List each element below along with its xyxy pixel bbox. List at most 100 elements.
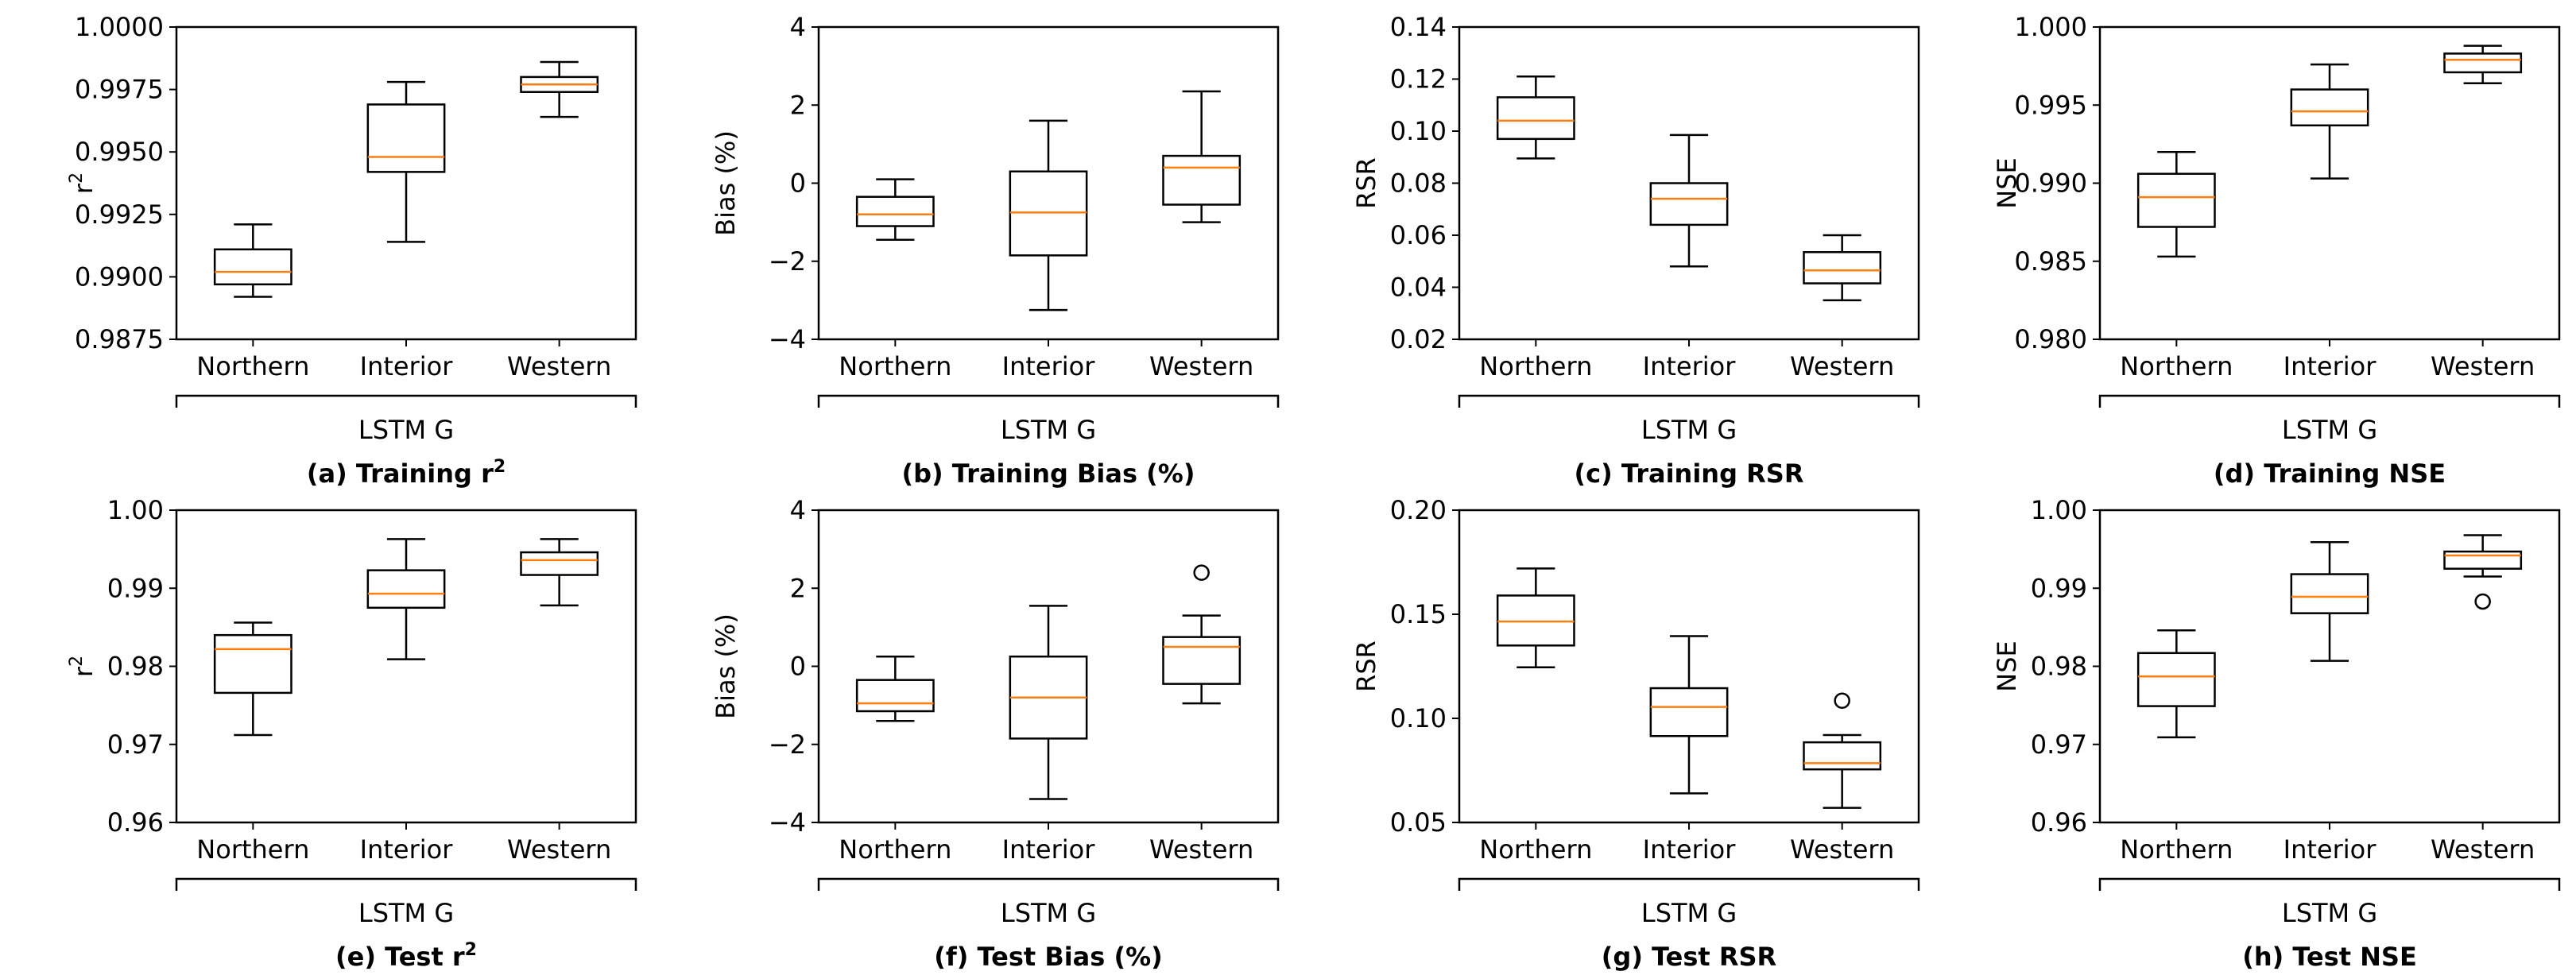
y-tick-label: 0.9950 — [75, 137, 164, 167]
y-tick-label: 1.000 — [2014, 12, 2087, 42]
iqr-box — [2136, 652, 2216, 707]
iqr-box — [855, 679, 935, 713]
axes-frame — [1458, 509, 1920, 824]
box-western — [1162, 564, 1242, 705]
iqr-box — [1803, 251, 1882, 284]
box-interior — [1649, 134, 1729, 268]
y-tick-label: 0.99 — [107, 573, 164, 603]
panel-f: −4 −2 0 2 4 Bias (%) Northern Interior Western LS… — [711, 495, 1280, 972]
box-western — [1803, 234, 1882, 302]
iqr-box — [855, 195, 935, 227]
y-tick-label: 0.10 — [1390, 116, 1447, 146]
y-tick-label: 0.05 — [1390, 807, 1447, 838]
y-axis-title-base: RSR — [1351, 157, 1381, 209]
y-tick-label: 0.9925 — [75, 199, 164, 230]
axes-frame — [2098, 509, 2561, 824]
y-axis-title: RSR — [1351, 157, 1381, 209]
outlier-point — [2474, 593, 2491, 610]
y-tick-label: 0.985 — [2014, 246, 2087, 277]
box-western — [520, 60, 599, 118]
x-tick-label: Western — [2431, 351, 2535, 381]
iqr-box — [1649, 687, 1729, 737]
iqr-box — [1803, 741, 1882, 771]
y-axis-title-base: r — [68, 666, 99, 677]
box-interior — [366, 538, 446, 660]
group-label: LSTM G — [1641, 415, 1737, 445]
outlier-point — [1193, 564, 1210, 581]
axes-frame — [817, 25, 1280, 341]
y-tick-label: 0.96 — [2031, 807, 2087, 838]
y-axis-title-base: Bias (%) — [711, 613, 741, 719]
y-axis-title-base: RSR — [1351, 640, 1381, 692]
panel-caption: (g) Test RSR — [1602, 942, 1776, 972]
panel-caption-base: (d) Training NSE — [2214, 459, 2446, 489]
iqr-box — [520, 551, 599, 576]
y-tick-label: 0.08 — [1390, 168, 1447, 199]
x-tick-label: Northern — [839, 834, 951, 865]
iqr-box — [1162, 154, 1242, 206]
y-tick-label: 0.995 — [2014, 90, 2087, 120]
axes-frame — [817, 509, 1280, 824]
y-axis-title-superscript: 2 — [67, 172, 87, 184]
group-label: LSTM G — [358, 415, 454, 445]
group-bracket — [175, 394, 637, 408]
y-tick-label: 0 — [790, 168, 806, 199]
y-tick-label: 0.97 — [107, 729, 164, 760]
group-bracket — [1458, 877, 1920, 891]
x-tick-label: Northern — [2120, 834, 2233, 865]
y-tick-label: 0.04 — [1390, 273, 1447, 303]
box-northern — [2136, 150, 2216, 258]
y-tick-label: 0.990 — [2014, 168, 2087, 199]
panel-d: 0.980 0.985 0.990 0.995 1.000 NSE Northern Inte… — [1992, 12, 2561, 489]
x-tick-label: Western — [1149, 351, 1253, 381]
panel-caption-base: (c) Training RSR — [1575, 459, 1804, 489]
iqr-box — [366, 569, 446, 609]
x-tick-label: Interior — [360, 351, 454, 381]
box-northern — [855, 178, 935, 241]
panel-caption: (d) Training NSE — [2214, 459, 2446, 489]
y-axis-title: r2 — [67, 172, 99, 194]
y-tick-label: 0.97 — [2031, 729, 2087, 760]
y-tick-label: 1.00 — [2031, 495, 2087, 525]
group-bracket — [2098, 877, 2561, 891]
iqr-box — [2290, 573, 2369, 614]
y-tick-label: 0.98 — [2031, 652, 2087, 682]
box-western — [1803, 692, 1882, 809]
panel-caption-base: (h) Test NSE — [2242, 942, 2417, 972]
x-tick-label: Interior — [1002, 351, 1096, 381]
iqr-box — [2443, 52, 2523, 74]
panel-caption-base: (e) Test r — [335, 942, 465, 972]
iqr-box — [2136, 172, 2216, 228]
y-tick-label: 4 — [790, 12, 806, 42]
y-tick-label: 0.15 — [1390, 599, 1447, 629]
y-tick-label: 0.9875 — [75, 324, 164, 354]
x-tick-label: Northern — [1479, 834, 1592, 865]
panel-caption: (a) Training r2 — [307, 457, 506, 489]
y-tick-label: −4 — [769, 324, 806, 354]
axes-frame — [2098, 25, 2561, 341]
group-label: LSTM G — [1001, 415, 1096, 445]
x-tick-label: Northern — [1479, 351, 1592, 381]
box-northern — [213, 223, 292, 298]
y-tick-label: 0.96 — [107, 807, 164, 838]
box-interior — [1009, 605, 1088, 800]
y-axis-title-base: Bias (%) — [711, 130, 741, 236]
iqr-box — [213, 248, 292, 286]
y-axis-title-base: r — [68, 183, 99, 194]
group-bracket — [2098, 394, 2561, 408]
x-tick-label: Interior — [1002, 834, 1096, 865]
y-axis-title-superscript: 2 — [67, 656, 87, 667]
box-western — [2443, 44, 2523, 84]
x-tick-label: Western — [1790, 834, 1894, 865]
x-tick-label: Western — [2431, 834, 2535, 865]
box-northern — [855, 655, 935, 722]
y-tick-label: 0.98 — [107, 652, 164, 682]
x-tick-label: Western — [507, 834, 611, 865]
y-tick-label: 4 — [790, 495, 806, 525]
y-tick-label: 0.02 — [1390, 324, 1447, 354]
y-tick-label: 0.9900 — [75, 261, 164, 292]
group-label: LSTM G — [358, 898, 454, 928]
panel-caption-base: (f) Test Bias (%) — [934, 942, 1163, 972]
y-tick-label: 0.980 — [2014, 324, 2087, 354]
panel-caption: (f) Test Bias (%) — [934, 942, 1163, 972]
